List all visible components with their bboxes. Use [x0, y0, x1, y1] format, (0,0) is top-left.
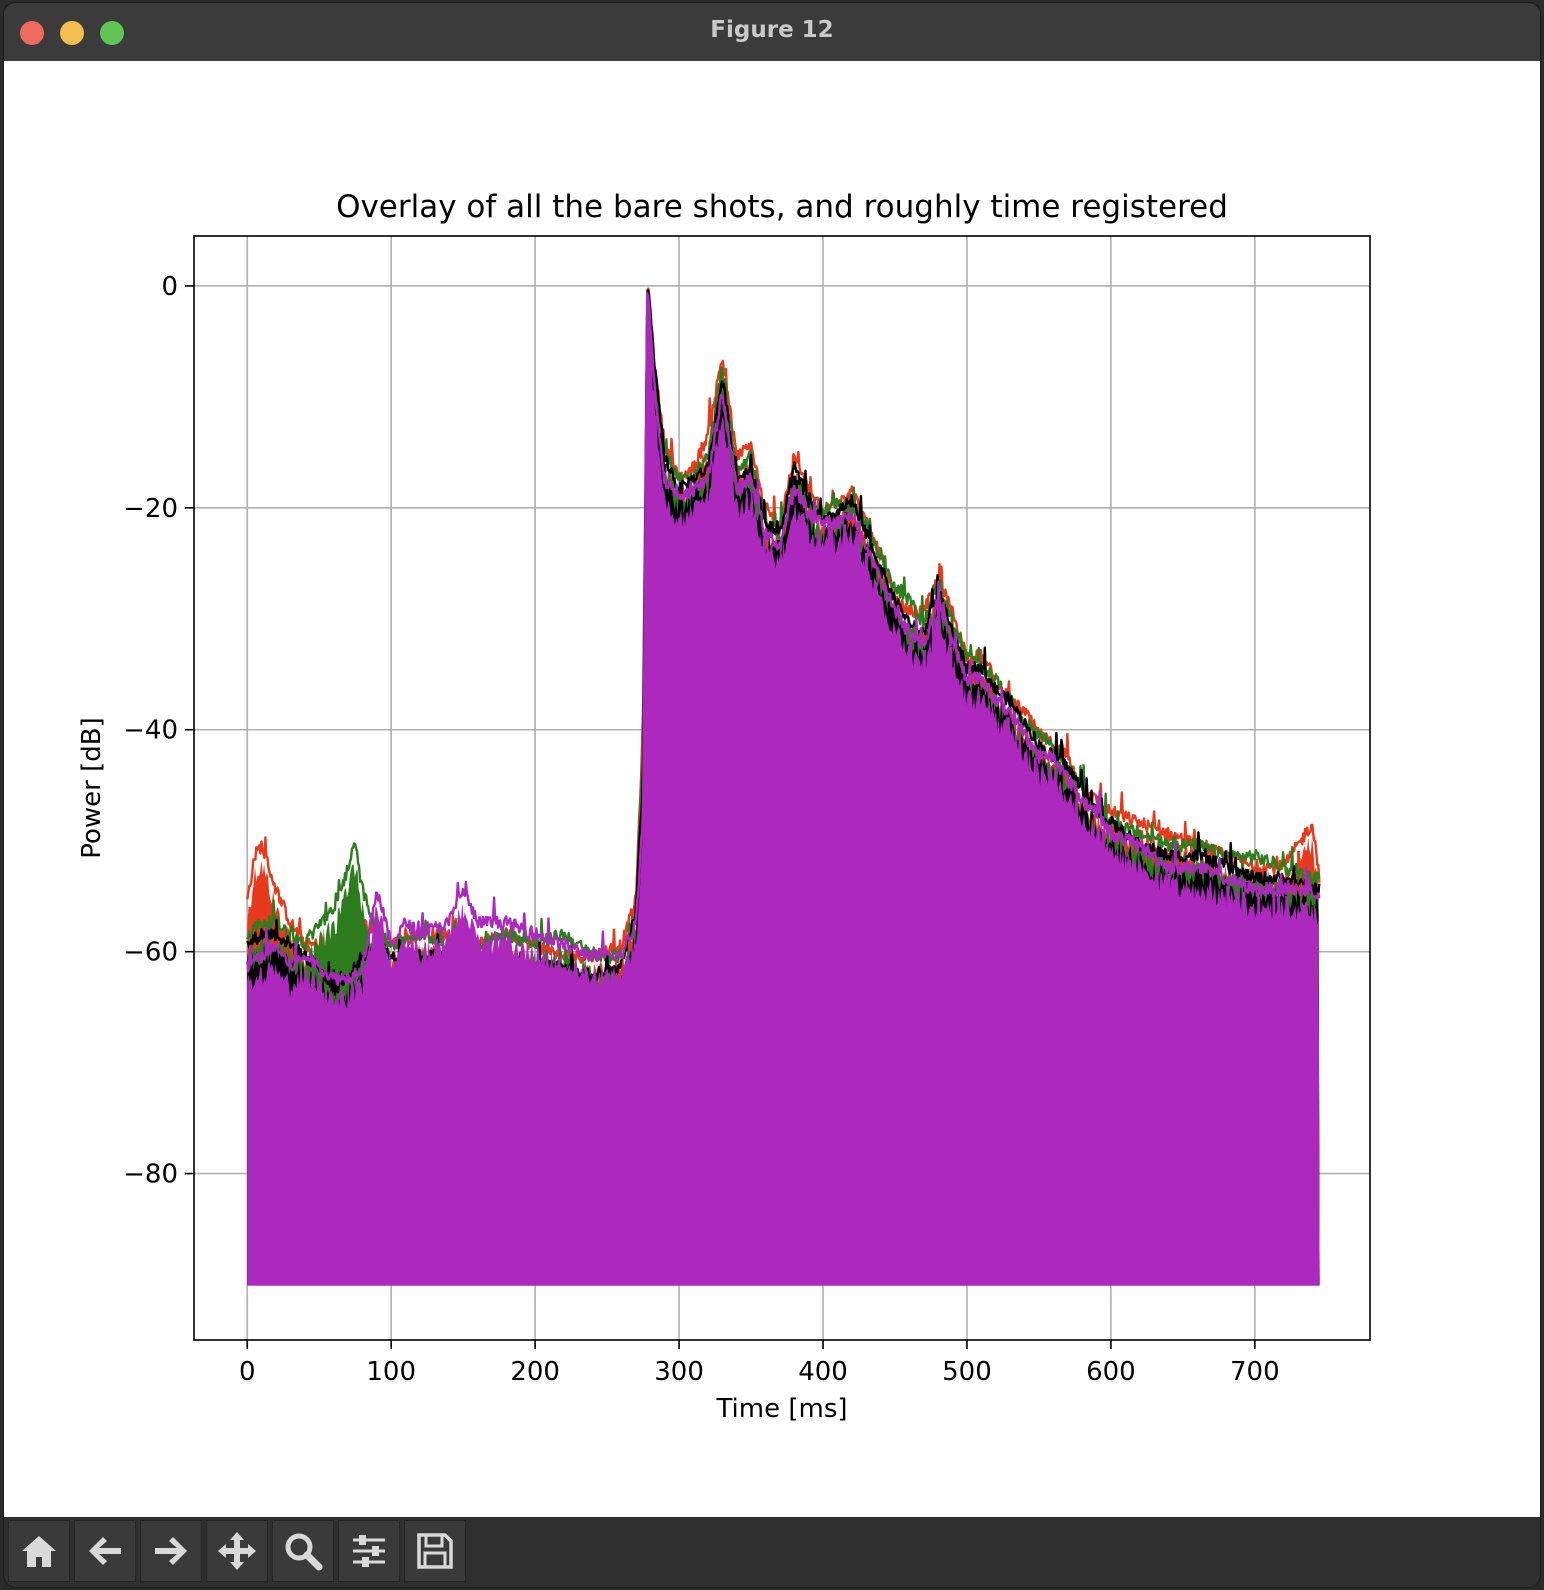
home-button[interactable] [8, 1520, 70, 1582]
x-tick-label: 500 [942, 1357, 992, 1387]
pan-icon [218, 1532, 256, 1570]
chart: 0 100 200 300 400 500 600 700 0 −20 −40 −60 −80 Over… [4, 61, 1540, 1517]
forward-arrow-icon [155, 1537, 187, 1565]
home-icon [22, 1536, 56, 1567]
zoom-icon [285, 1533, 323, 1571]
y-tick-label: −20 [123, 494, 178, 524]
x-tick-label: 700 [1230, 1357, 1280, 1387]
x-tick-label: 100 [366, 1357, 416, 1387]
window-title: Figure 12 [710, 17, 834, 43]
axis-ticks: 0 100 200 300 400 500 600 700 0 −20 −40 −60 −80 [123, 272, 1280, 1387]
pan-button[interactable] [206, 1520, 268, 1582]
y-tick-label: 0 [161, 272, 178, 302]
x-tick-label: 200 [510, 1357, 560, 1387]
plot-frame [193, 235, 1371, 1341]
back-button[interactable] [74, 1520, 136, 1582]
configure-subplots-icon [353, 1535, 385, 1567]
minimize-window-button[interactable] [60, 21, 84, 45]
zoom-button[interactable] [272, 1520, 334, 1582]
y-axis-label: Power [dB] [77, 717, 107, 859]
series-fill [247, 290, 1320, 1285]
close-window-button[interactable] [20, 21, 44, 45]
figure-window: Figure 12 0 100 200 300 400 500 600 700 0 −20 −40 −… [4, 3, 1540, 1587]
configure-subplots-button[interactable] [338, 1520, 400, 1582]
x-tick-label: 400 [798, 1357, 848, 1387]
save-button[interactable] [404, 1520, 466, 1582]
chart-title: Overlay of all the bare shots, and rough… [336, 189, 1228, 225]
forward-button[interactable] [140, 1520, 202, 1582]
figure-canvas: 0 100 200 300 400 500 600 700 0 −20 −40 −60 −80 Over… [4, 61, 1540, 1517]
series-layer [246, 287, 1321, 1286]
y-tick-label: −40 [123, 716, 178, 746]
maximize-window-button[interactable] [100, 21, 124, 45]
navigation-toolbar [4, 1517, 1540, 1587]
save-icon [417, 1533, 453, 1569]
title-bar: Figure 12 [4, 3, 1540, 62]
x-tick-label: 600 [1086, 1357, 1136, 1387]
x-axis-label: Time [ms] [715, 1394, 847, 1424]
y-tick-label: −60 [123, 938, 178, 968]
series-line [246, 291, 1321, 986]
series-4 [246, 290, 1321, 1285]
x-tick-label: 0 [239, 1357, 256, 1387]
back-arrow-icon [89, 1537, 121, 1565]
y-tick-label: −80 [123, 1160, 178, 1190]
x-tick-label: 300 [654, 1357, 704, 1387]
